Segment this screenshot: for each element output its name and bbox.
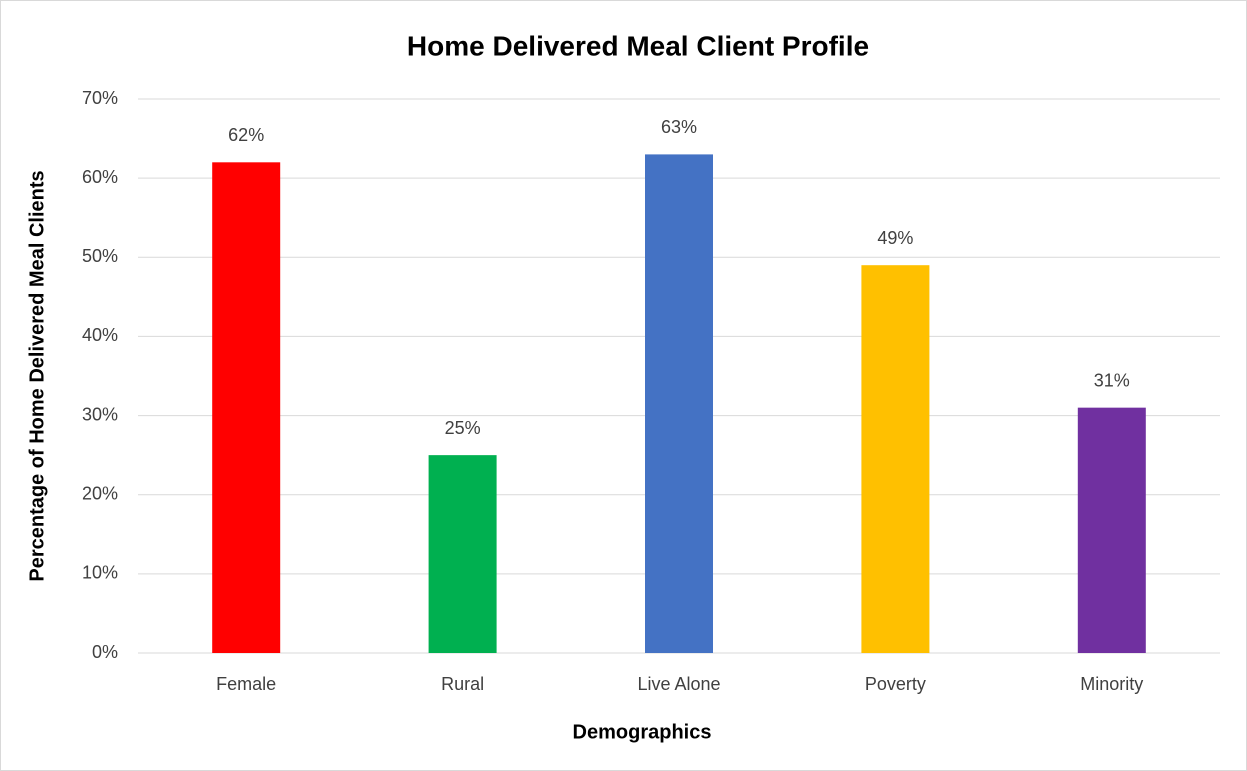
data-label: 49% [877, 228, 913, 248]
chart-title: Home Delivered Meal Client Profile [407, 30, 869, 61]
bar [861, 265, 930, 653]
data-label: 25% [445, 418, 481, 438]
y-tick-label: 70% [82, 88, 118, 108]
data-label: 63% [661, 117, 697, 137]
x-tick-label: Poverty [865, 674, 926, 694]
y-tick-label: 50% [82, 246, 118, 266]
bar [212, 162, 281, 654]
bar [428, 455, 497, 653]
y-tick-label: 0% [92, 642, 118, 662]
y-tick-label: 40% [82, 325, 118, 345]
bar [1077, 407, 1146, 653]
y-tick-label: 30% [82, 404, 118, 424]
bar [645, 154, 713, 653]
y-axis-title: Percentage of Home Delivered Meal Client… [26, 170, 48, 581]
x-tick-label: Female [216, 674, 276, 694]
y-tick-label: 20% [82, 483, 118, 503]
x-tick-label: Live Alone [637, 674, 720, 694]
x-axis-title: Demographics [573, 721, 712, 743]
x-tick-label: Rural [441, 674, 484, 694]
y-tick-label: 10% [82, 563, 118, 583]
y-tick-label: 60% [82, 167, 118, 187]
data-label: 31% [1094, 370, 1130, 390]
x-tick-label: Minority [1080, 674, 1143, 694]
data-label: 62% [228, 125, 264, 145]
